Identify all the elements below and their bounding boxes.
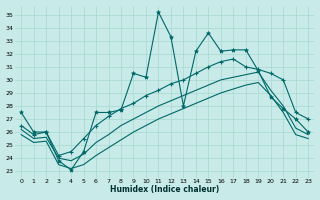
X-axis label: Humidex (Indice chaleur): Humidex (Indice chaleur) <box>110 185 219 194</box>
